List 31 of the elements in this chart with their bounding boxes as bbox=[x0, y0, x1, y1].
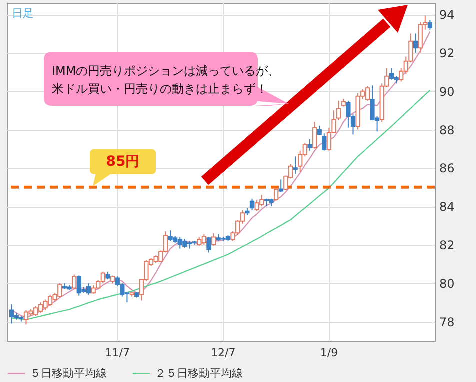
candlestick bbox=[428, 20, 433, 30]
y-tick-label: 88 bbox=[440, 123, 455, 138]
candlestick bbox=[206, 236, 212, 254]
candlestick bbox=[336, 100, 342, 121]
x-tick-label: 12/7 bbox=[211, 346, 236, 360]
legend-label: ５日移動平均線 bbox=[30, 366, 107, 380]
y-tick-label: 92 bbox=[440, 46, 455, 60]
y-tick-label: 84 bbox=[440, 200, 455, 214]
candlestick bbox=[274, 188, 279, 202]
candlestick bbox=[72, 274, 77, 290]
candlestick bbox=[413, 33, 418, 54]
y-tick-label: 94 bbox=[440, 8, 455, 22]
candlestick bbox=[293, 156, 298, 174]
annotation: 日足 bbox=[12, 6, 34, 21]
y-tick-label: 86 bbox=[440, 162, 455, 176]
y-tick-label: 82 bbox=[440, 238, 455, 252]
candlestick bbox=[278, 179, 284, 193]
candlestick bbox=[317, 125, 322, 136]
ref-line-label: 85円 bbox=[105, 153, 141, 172]
candlestick bbox=[308, 138, 312, 152]
y-tick-label: 80 bbox=[440, 276, 455, 291]
x-tick-label: 11/7 bbox=[105, 346, 130, 360]
x-tick-label: 1/9 bbox=[320, 346, 338, 360]
annotation: IMMの円売りポジションは減っているが、米ドル買い・円売りの動きは止まらず！ bbox=[52, 63, 280, 98]
candlestick bbox=[250, 198, 255, 211]
y-tick-label: 78 bbox=[440, 315, 455, 330]
candlestick bbox=[312, 122, 318, 150]
legend-label: ２５日移動平均線 bbox=[155, 366, 243, 380]
candlestick bbox=[211, 232, 216, 246]
y-tick-label: 90 bbox=[440, 84, 455, 99]
candlestick bbox=[322, 133, 327, 152]
